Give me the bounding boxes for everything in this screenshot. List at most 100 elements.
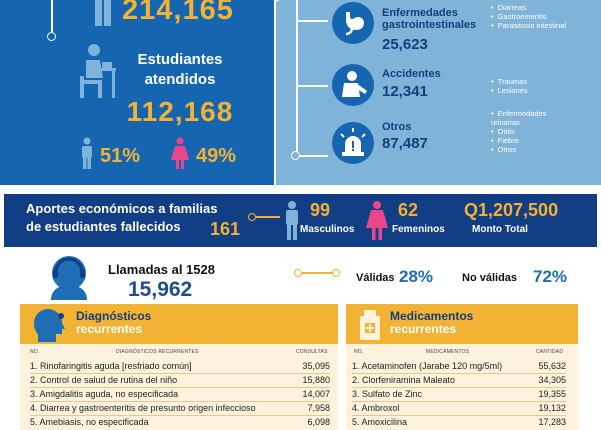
table-row: 5. Amoxicilina 17,283 (352, 416, 566, 428)
connector-dot (291, 151, 300, 160)
category-items: Traumas Lesiones (491, 77, 571, 95)
categories-panel: Enfermedades gastrointestinales 25,623 D… (276, 0, 601, 185)
male-icon (286, 201, 298, 240)
person-icon (95, 0, 111, 26)
male-icon (82, 137, 92, 169)
list-item: Lesiones (491, 86, 571, 95)
category-value: 25,623 (382, 36, 428, 53)
column-header: MEDICAMENTOS (426, 349, 470, 355)
connector-line (276, 0, 293, 2)
aportes-female-label: Femeninos (392, 224, 445, 235)
row-divider (352, 401, 566, 402)
connector-line (298, 20, 328, 22)
panel-divider (274, 0, 276, 185)
aportes-male-label: Masculinos (300, 224, 355, 235)
student-desk-icon (80, 44, 116, 98)
students-label: Estudiantes atendidos (137, 51, 223, 88)
table-row: 3. Amigdalitis aguda, no especificada 14… (30, 388, 330, 400)
row-value: 14,007 (302, 389, 330, 399)
row-label: 1. Rinofaringitis aguda [resfriado común… (30, 361, 192, 371)
row-label: 5. Amoxicilina (352, 417, 408, 427)
injured-person-icon (342, 71, 367, 97)
row-value: 6,098 (307, 417, 330, 427)
list-item: Gastroenteritis (491, 12, 571, 21)
row-label: 2. Control de salud de rutina del niño (30, 375, 178, 385)
connector-line (296, 272, 336, 274)
head-sick-icon (34, 309, 65, 342)
alarm-light-icon (340, 128, 366, 156)
row-label: 1. Acetaminofen (Jarabe 120 mg/5ml) (352, 361, 503, 371)
table-row: 4. Ambroxol 19,132 (352, 402, 566, 414)
panel-header (20, 304, 338, 344)
category-value: 87,487 (382, 135, 428, 152)
row-value: 17,283 (538, 417, 566, 427)
row-divider (30, 373, 330, 374)
row-divider (352, 387, 566, 388)
category-title: Otros (382, 121, 412, 133)
column-header: NO. (30, 349, 40, 355)
connector-line (298, 85, 328, 87)
table-row: 1. Acetaminofen (Jarabe 120 mg/5ml) 55,6… (352, 360, 566, 372)
female-icon (366, 201, 388, 240)
category-items: Enfermedades urinarias Otitis Fiebre Otr… (491, 109, 571, 154)
panel-subtitle: recurrentes (390, 322, 457, 336)
list-item: Otitis (491, 127, 571, 136)
icon-circle (332, 64, 374, 106)
headset-icon (51, 257, 87, 300)
table-row: 5. Amebiasis, no especificada 6,098 (30, 416, 330, 428)
students-value: 112,168 (126, 96, 234, 127)
row-label: 4. Diarrea y gastroenteritis de presunto… (30, 403, 256, 413)
row-value: 55,632 (538, 361, 566, 371)
summary-panel: 214,165 Estudiantes atendidos 112,168 51… (0, 0, 274, 185)
aportes-male-value: 99 (310, 200, 331, 220)
row-value: 15,880 (302, 375, 330, 385)
panel-subtitle: recurrentes (76, 322, 143, 336)
total-value: 214,165 (122, 0, 234, 26)
calls-value: 15,962 (128, 278, 193, 301)
medicamentos-panel: Medicamentos recurrentes NO. MEDICAMENTO… (346, 304, 578, 430)
table-row: 3. Sulfato de Zinc 19,355 (352, 388, 566, 400)
connector-dot (294, 269, 302, 277)
aportes-total-students: 161 (210, 219, 241, 239)
panel-header (346, 304, 578, 344)
connector-dot (332, 269, 340, 277)
category-title: Accidentes (382, 68, 441, 80)
row-value: 19,355 (538, 389, 566, 399)
connector-dot (47, 32, 56, 41)
aportes-label-line1: Aportes económicos a familias (26, 201, 218, 216)
row-value: 19,132 (538, 403, 566, 413)
row-divider (352, 415, 566, 416)
list-item: Fiebre (491, 136, 571, 145)
category-title: Enfermedades gastrointestinales (382, 7, 477, 31)
calls-title: Llamadas al 1528 (108, 262, 215, 277)
row-divider (352, 373, 566, 374)
row-label: 4. Ambroxol (352, 403, 400, 413)
table-row: 2. Control de salud de rutina del niño 1… (30, 374, 330, 386)
row-label: 3. Sulfato de Zinc (352, 389, 423, 399)
list-item: Traumas (491, 77, 571, 86)
medicine-bottle-icon (360, 310, 380, 340)
row-divider (30, 401, 330, 402)
row-divider (30, 387, 330, 388)
female-percent: 49% (196, 145, 237, 167)
list-item: Diarreas (491, 3, 571, 12)
table-row: 4. Diarrea y gastroenteritis de presunto… (30, 402, 330, 414)
table-row: 1. Rinofaringitis aguda [resfriado común… (30, 360, 330, 372)
connector-line (296, 0, 298, 155)
column-header: CONSULTAS (296, 349, 328, 355)
connector-dot (248, 213, 256, 221)
aportes-band: Aportes económicos a familias de estudia… (4, 194, 597, 247)
aportes-label-line2: de estudiantes fallecidos (26, 219, 181, 234)
male-percent: 51% (100, 145, 141, 167)
valid-label: Válidas (356, 272, 395, 284)
connector-line (298, 155, 328, 157)
row-label: 3. Amigdalitis aguda, no especificada (30, 389, 179, 399)
row-label: 5. Amebiasis, no especificada (30, 417, 149, 427)
connector-line (250, 216, 280, 218)
aportes-female-value: 62 (398, 200, 419, 220)
diagnosticos-panel: Diagnósticos recurrentes NO. DIAGNÓSTICO… (20, 304, 338, 430)
aportes-amount-value: Q1,207,500 (464, 200, 559, 220)
panel-title: Medicamentos (390, 309, 474, 323)
female-icon (171, 137, 189, 169)
list-item: Enfermedades urinarias (491, 109, 571, 127)
